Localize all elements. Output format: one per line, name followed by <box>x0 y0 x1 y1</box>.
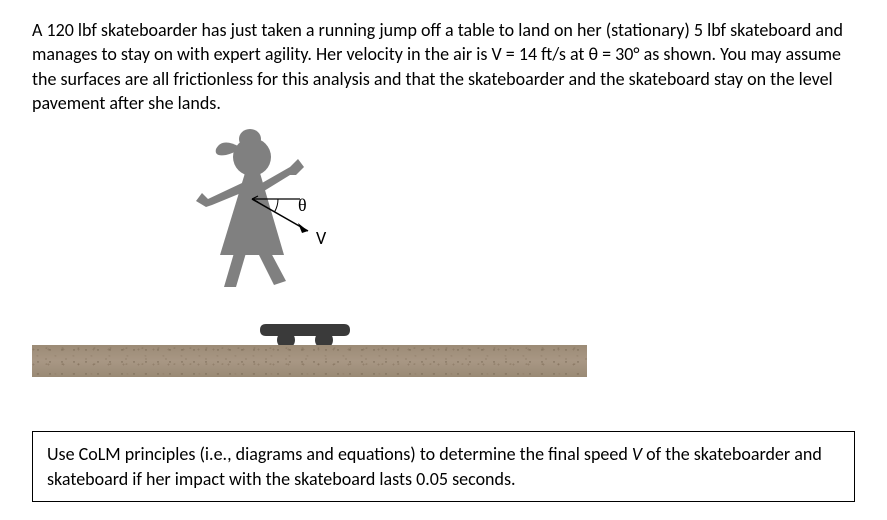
question-variable: V <box>632 443 642 465</box>
theta-label: θ <box>298 195 307 216</box>
velocity-label: V <box>316 227 326 249</box>
question-box: Use CoLM principles (i.e., diagrams and … <box>32 431 855 502</box>
problem-statement: A 120 lbf skateboarder has just taken a … <box>32 18 855 115</box>
problem-figure: θ V <box>32 123 592 383</box>
ground-surface <box>32 345 587 377</box>
question-prefix: Use CoLM principles (i.e., diagrams and … <box>47 443 632 465</box>
